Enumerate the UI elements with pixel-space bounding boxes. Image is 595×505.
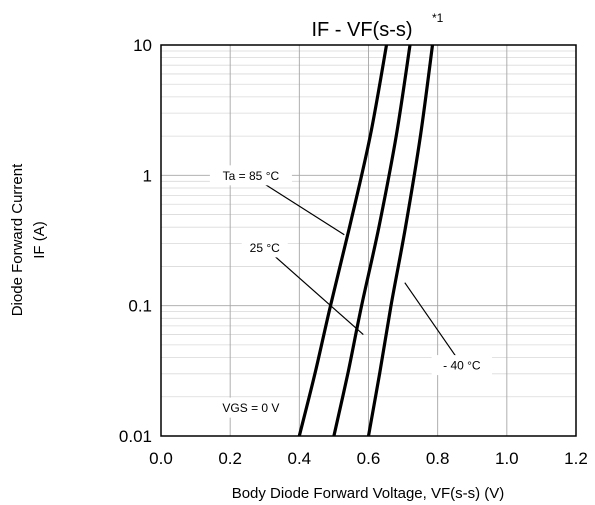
annotation-label: VGS = 0 V <box>222 401 279 415</box>
series-line <box>366 44 435 437</box>
annotation-leader-line <box>404 282 463 366</box>
x-tick-label: 1.0 <box>495 449 519 468</box>
y-tick-label: 10 <box>133 36 152 55</box>
x-tick-label: 0.0 <box>149 449 173 468</box>
chart-title-footnote: *1 <box>432 11 444 25</box>
chart-title-text: IF - VF(s-s) <box>311 19 412 41</box>
grid <box>161 45 576 436</box>
annotation-label: Ta = 85 °C <box>223 169 280 183</box>
x-tick-label: 0.6 <box>357 449 381 468</box>
annotation-background <box>209 165 292 186</box>
annotation-leader-line <box>264 246 364 336</box>
y-axis-label-line1: Diode Forward Current <box>9 163 26 316</box>
y-tick-label: 1 <box>143 166 152 185</box>
x-tick-label: 0.4 <box>288 449 312 468</box>
series-line <box>332 44 412 437</box>
annotation-background <box>241 237 288 258</box>
x-tick-labels: 0.0 0.2 0.4 0.6 0.8 1.0 1.2 <box>149 449 588 468</box>
annotation-background <box>213 397 289 418</box>
y-tick-label: 0.1 <box>128 297 152 316</box>
x-tick-label: 0.8 <box>426 449 450 468</box>
y-axis-label-line2: IF (A) <box>31 221 48 259</box>
annotation-background <box>431 355 493 376</box>
annotation-label: 25 °C <box>250 241 280 255</box>
y-tick-label: 0.01 <box>119 427 152 446</box>
x-axis-label: Body Diode Forward Voltage, VF(s-s) (V) <box>232 485 505 502</box>
x-tick-label: 0.2 <box>218 449 242 468</box>
series-line <box>297 44 389 437</box>
annotation-label: - 40 °C <box>443 359 481 373</box>
plot-frame <box>160 44 577 437</box>
x-tick-label: 1.2 <box>564 449 588 468</box>
annotations: Ta = 85 °C 25 °C - 40 °C VGS = 0 V <box>209 165 493 418</box>
chart-title: IF - VF(s-s) <box>311 19 412 41</box>
y-tick-labels: 0.01 0.1 1 10 <box>119 36 152 446</box>
curves <box>297 44 435 437</box>
